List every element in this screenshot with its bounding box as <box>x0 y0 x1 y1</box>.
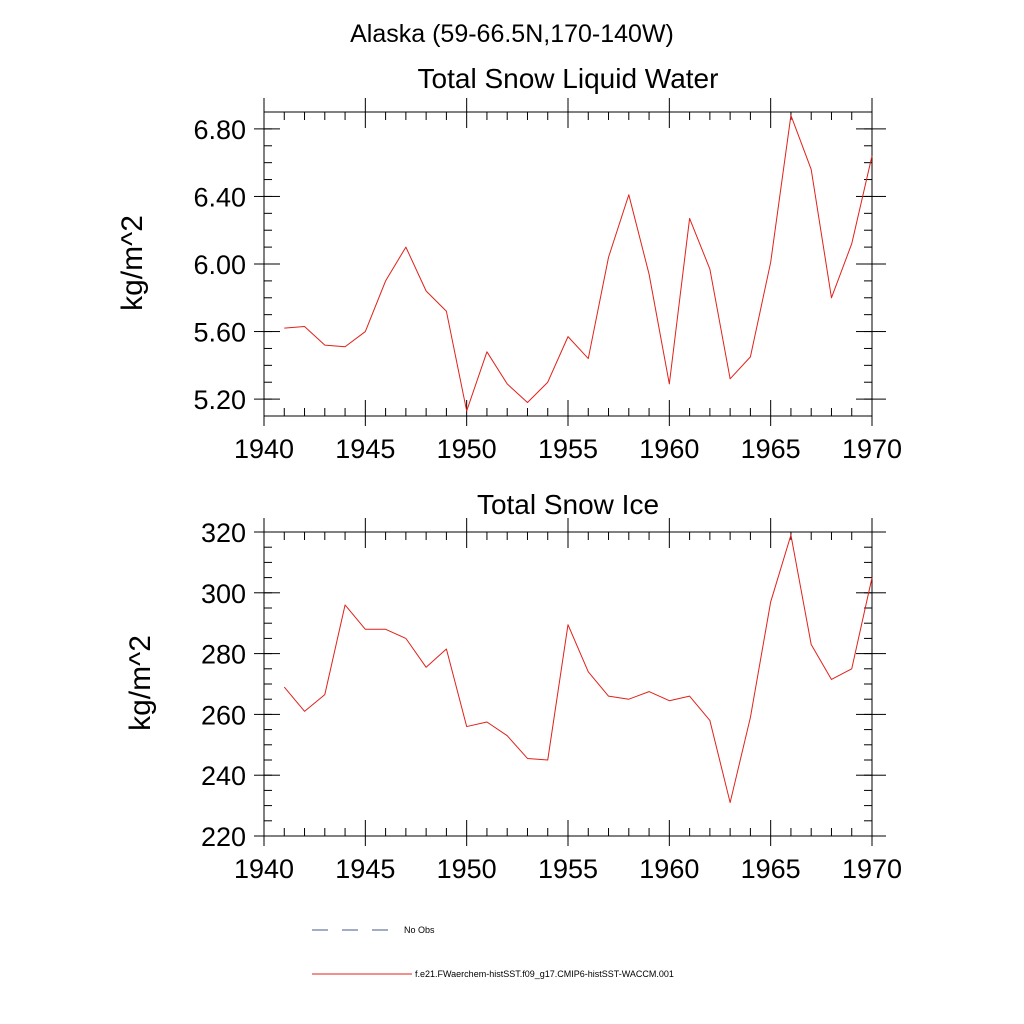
y-tick-label: 5.60 <box>193 318 246 348</box>
y-tick-label: 6.00 <box>193 250 246 280</box>
y-tick-label: 240 <box>201 761 246 791</box>
x-tick-label: 1950 <box>437 854 497 884</box>
y-tick-label: 280 <box>201 640 246 670</box>
y-tick-label: 6.40 <box>193 182 246 212</box>
x-tick-label: 1945 <box>335 854 395 884</box>
panel-1-title: Total Snow Liquid Water <box>418 63 719 94</box>
panel-2-frame <box>263 531 873 837</box>
x-tick-label: 1955 <box>538 854 598 884</box>
panel-1-ylabel: kg/m^2 <box>116 215 149 311</box>
y-tick-label: 320 <box>201 518 246 548</box>
y-tick-label: 300 <box>201 579 246 609</box>
legend: No Obs f.e21.FWaerchem-histSST.f09_g17.C… <box>312 925 674 979</box>
y-tick-label: 5.20 <box>193 385 246 415</box>
panel-snow-ice: Total Snow Ice kg/m^2 1940 1945 1950 1955 19… <box>124 489 902 884</box>
x-tick-label: 1955 <box>538 434 598 464</box>
x-tick-label: 1965 <box>741 854 801 884</box>
panel-1-marks: 1940 1945 1950 1955 1960 1965 1970 5.20 5.60 6.00… <box>193 98 902 464</box>
panel-snow-liquid-water: Total Snow Liquid Water kg/m^2 1940 1945 1… <box>116 63 902 464</box>
x-tick-label: 1960 <box>639 434 699 464</box>
y-tick-label: 6.80 <box>193 115 246 145</box>
x-tick-label: 1960 <box>639 854 699 884</box>
series-line <box>284 114 873 412</box>
figure-suptitle: Alaska (59-66.5N,170-140W) <box>350 20 674 48</box>
x-tick-label: 1940 <box>234 434 294 464</box>
panel-2-marks: 1940 1945 1950 1955 1960 1965 1970 220 240 260 280… <box>201 518 902 884</box>
panel-2-ylabel: kg/m^2 <box>124 635 157 731</box>
x-tick-label: 1945 <box>335 434 395 464</box>
x-tick-label: 1965 <box>741 434 801 464</box>
y-tick-label: 220 <box>201 822 246 852</box>
legend-model-label: f.e21.FWaerchem-histSST.f09_g17.CMIP6-hi… <box>415 969 674 979</box>
x-tick-label: 1950 <box>437 434 497 464</box>
x-tick-label: 1970 <box>842 434 902 464</box>
x-tick-label: 1970 <box>842 854 902 884</box>
series-line <box>283 534 873 804</box>
x-tick-label: 1940 <box>234 854 294 884</box>
y-tick-label: 260 <box>201 700 246 730</box>
panel-1-frame <box>263 111 873 417</box>
panel-2-title: Total Snow Ice <box>477 489 659 520</box>
legend-no-obs-label: No Obs <box>404 925 435 935</box>
